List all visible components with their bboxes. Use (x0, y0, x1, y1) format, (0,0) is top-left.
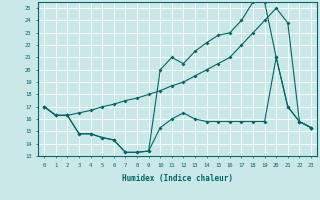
X-axis label: Humidex (Indice chaleur): Humidex (Indice chaleur) (122, 174, 233, 183)
